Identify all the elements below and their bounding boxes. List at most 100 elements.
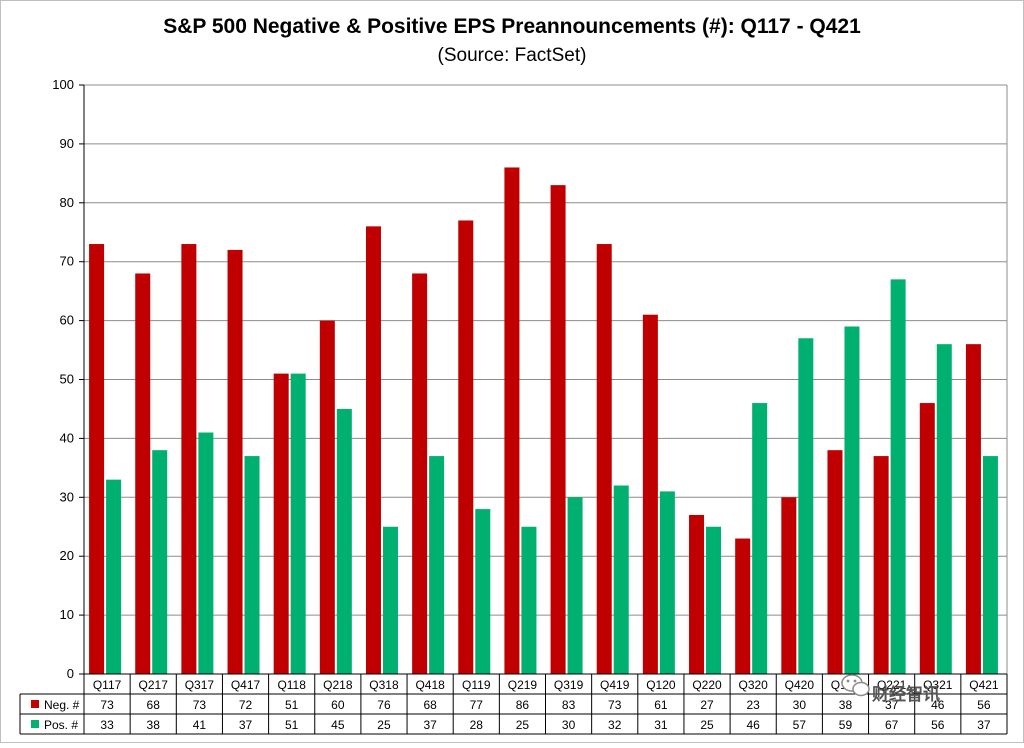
bar-pos [706,526,722,674]
y-axis-ticks: 0 10 20 30 40 50 60 70 80 90 100 [52,77,74,681]
y-tick-label: 90 [60,136,74,151]
data-label: 28 [470,718,484,732]
bars [89,167,998,675]
x-tick-label: Q120 [646,678,676,692]
bar-pos [152,450,168,674]
bar-neg [919,403,935,674]
legend-swatch [31,720,39,728]
bar-neg [827,450,843,674]
x-tick-label: Q118 [277,678,306,692]
data-label: 51 [285,718,299,732]
bar-pos [475,509,491,674]
data-label: 45 [331,718,345,732]
bar-pos [429,456,445,674]
data-label: 67 [885,718,899,732]
bar-pos [521,526,537,674]
x-tick-label: Q219 [508,678,538,692]
bar-pos [106,479,122,674]
data-label: 41 [193,718,207,732]
y-tick-label: 30 [60,489,74,504]
data-label: 25 [516,718,530,732]
x-tick-label: Q221 [877,678,907,692]
bar-neg [596,244,612,674]
data-label: 76 [377,698,391,712]
chart-subtitle: (Source: FactSet) [438,45,587,66]
bar-neg [689,514,705,674]
bar-neg [365,226,381,675]
bar-neg [135,273,151,674]
legend-label: Pos. # [44,718,78,732]
watermark-text: 财经智讯 [871,684,940,704]
x-tick-label: Q117 [93,678,122,692]
data-label: 51 [285,698,299,712]
x-tick-label: Q319 [554,678,584,692]
bar-pos [936,344,952,674]
bar-neg [458,220,474,674]
data-label: 37 [885,698,899,712]
y-tick-label: 20 [60,548,74,563]
data-label: 73 [193,698,207,712]
data-label: 27 [700,698,714,712]
data-label: 25 [700,718,714,732]
bar-neg [273,373,289,674]
bar-pos [244,456,260,674]
bar-neg [504,167,520,674]
data-label: 57 [793,718,807,732]
legend-label: Neg. # [44,698,80,712]
bar-pos [613,485,629,674]
y-tick-label: 100 [52,77,74,92]
y-tick-label: 80 [60,195,74,210]
y-tick-label: 10 [60,607,74,622]
data-label: 68 [147,698,161,712]
data-label: 61 [654,698,668,712]
data-label: 32 [608,718,622,732]
bar-pos [567,497,583,674]
bar-pos [382,526,398,674]
data-label: 60 [331,698,345,712]
data-label: 37 [239,718,253,732]
bar-neg [181,244,197,674]
data-label: 46 [746,718,760,732]
y-tick-label: 50 [60,372,74,387]
data-label: 33 [100,718,114,732]
bar-neg [319,320,335,674]
y-tick-label: 60 [60,313,74,328]
x-tick-label: Q421 [969,678,999,692]
x-tick-label: Q317 [185,678,215,692]
data-label: 77 [470,698,484,712]
x-tick-label: Q417 [231,678,261,692]
data-label: 30 [562,718,576,732]
legend-swatch [31,700,39,708]
bar-pos [982,456,998,674]
x-tick-label: Q420 [785,678,815,692]
y-tick-label: 40 [60,430,74,445]
x-tick-label: Q218 [323,678,353,692]
bar-neg [735,538,751,674]
bar-neg [965,344,981,674]
bar-neg [873,456,889,674]
bar-pos [752,403,768,674]
chart-title: S&P 500 Negative & Positive EPS Preannou… [163,15,861,38]
x-tick-label: Q419 [600,678,630,692]
y-tick-label: 0 [67,666,74,681]
data-label: 37 [423,718,437,732]
bar-pos [198,432,214,674]
bar-pos [336,408,352,674]
x-tick-label: Q320 [738,678,768,692]
bar-neg [227,249,243,675]
data-label: 37 [977,718,991,732]
data-label: 73 [100,698,114,712]
bar-pos [798,338,814,674]
bar-neg [89,244,105,674]
data-label: 30 [793,698,807,712]
y-tick-label: 70 [60,254,74,269]
x-tick-label: Q318 [369,678,399,692]
data-label: 72 [239,698,253,712]
bar-pos [290,373,306,674]
data-label: 38 [147,718,161,732]
data-label: 83 [562,698,576,712]
watermark: 财经智讯 [841,674,940,704]
data-label: 38 [839,698,853,712]
